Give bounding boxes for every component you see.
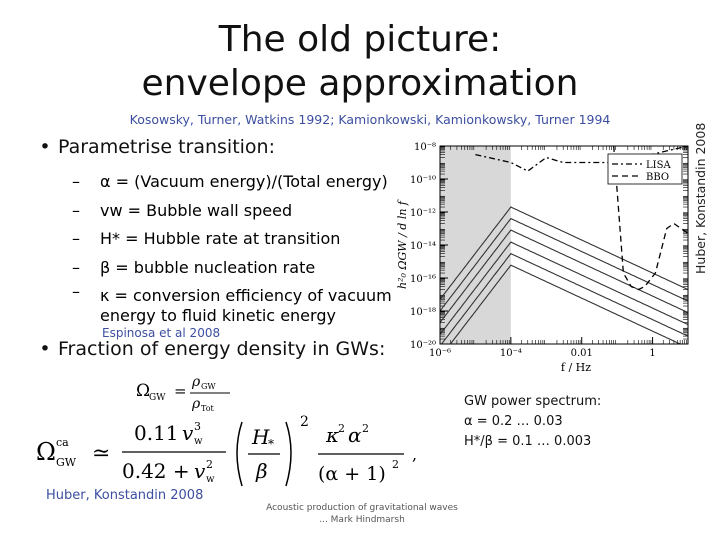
eq-num-sup: 3 [194, 420, 201, 433]
dash-symbol: – [72, 172, 80, 191]
eq-den: 0.42 + [122, 459, 190, 483]
y-axis-label: h²₀ ΩGW / d ln f [396, 199, 409, 289]
series-line-2 [440, 217, 688, 312]
y-tick-label: 10⁻¹⁴ [410, 241, 436, 252]
y-tick-label: 10⁻¹² [410, 208, 436, 219]
eq-num-sub: w [194, 436, 203, 447]
eq-lhs: Ω [36, 438, 56, 466]
list-item: – H* = Hubble rate at transition [72, 225, 392, 254]
dash-symbol: – [72, 257, 80, 277]
bullet-fraction: • Fraction of energy density in GWs: [32, 338, 385, 360]
eq-num-var: v [182, 421, 194, 445]
series-line-3 [440, 229, 688, 323]
list-item-text: β = bubble nucleation rate [100, 257, 316, 277]
eq-h-num: H [251, 425, 270, 449]
eq-den-var: v [194, 459, 206, 483]
list-item-text: α = (Vacuum energy)/(Total energy) [100, 172, 388, 191]
list-item-text: κ = conversion efficiency of vacuum ener… [100, 286, 392, 326]
references-line: Kosowsky, Turner, Watkins 1992; Kamionko… [129, 112, 611, 127]
title-line-1: The old picture: [218, 19, 502, 60]
eq-k-den: (α + 1) [318, 463, 386, 485]
right-paren [285, 421, 292, 487]
legend-label-bbo: BBO [646, 172, 669, 183]
x-tick-label: 10⁻⁴ [500, 348, 522, 359]
vertical-credit: Huber, Konstandin 2008 [693, 122, 708, 274]
series-line-4 [440, 241, 688, 335]
eq-equals: = [174, 382, 187, 400]
bullet-symbol: • [39, 136, 51, 158]
footer-line-2: ... Mark Hindmarsh [319, 515, 405, 525]
list-item: – β = bubble nucleation rate [72, 254, 392, 283]
eq-num-sub: GW [201, 382, 216, 391]
series-line-1 [440, 206, 688, 300]
bullet-text: Fraction of energy density in GWs: [58, 338, 386, 360]
gw-info-line-2: α = 0.2 … 0.03 [464, 414, 563, 429]
bullet-parametrise: • Parametrise transition: [32, 136, 275, 158]
eq-lhs-sup: ca [56, 436, 69, 449]
citation-espinosa: Espinosa et al 2008 [102, 326, 221, 340]
y-tick-label: 10⁻²⁰ [410, 340, 436, 351]
eq-lhs: Ω [136, 381, 150, 401]
footer-line-1: Acoustic production of gravitational wav… [266, 503, 458, 513]
slide-title: The old picture: envelope approximation [0, 18, 720, 106]
y-tick-label: 10⁻⁸ [414, 142, 436, 153]
y-tick-label: 10⁻¹⁶ [410, 274, 436, 285]
eq-k-den-sup: 2 [392, 458, 399, 471]
parameter-list: – α = (Vacuum energy)/(Total energy) – vw … [72, 168, 392, 326]
dash-symbol: – [72, 282, 80, 302]
x-tick-label: 0.01 [571, 348, 593, 359]
eq-den-sub: Tot [201, 404, 215, 413]
eq-h-pow: 2 [300, 414, 309, 430]
title-line-2: envelope approximation [141, 63, 579, 104]
y-tick-label: 10⁻¹⁸ [410, 307, 436, 318]
gw-info-line-1: GW power spectrum: [464, 394, 602, 409]
y-tick-label: 10⁻¹⁰ [410, 175, 436, 186]
eq-lhs-sub: GW [149, 393, 166, 403]
eq-den-sub: w [206, 474, 215, 485]
list-item-text: H* = Hubble rate at transition [100, 229, 341, 249]
series-line-5 [440, 252, 688, 344]
omega-gw-definition: Ω GW = ρ GW ρ Tot [136, 374, 230, 413]
eq-num: 0.11 [134, 421, 179, 445]
dash-symbol: – [72, 200, 80, 220]
gw-spectrum-info: GW power spectrum: α = 0.2 … 0.03 H*/β =… [464, 392, 601, 452]
list-item-text: vw = Bubble wall speed [100, 200, 293, 220]
eq-k-num2-sup: 2 [362, 422, 369, 435]
bullet-symbol: • [39, 338, 51, 360]
dash-symbol: – [72, 229, 80, 249]
x-tick-label: 10⁻⁶ [429, 348, 451, 359]
bbo-sensitivity-curve [613, 146, 688, 291]
list-item: – vw = Bubble wall speed [72, 197, 392, 226]
x-axis-label: f / Hz [561, 361, 591, 372]
excluded-region [440, 146, 511, 344]
series-line-6 [449, 264, 682, 344]
eq-k-num: κ [325, 423, 339, 447]
eq-approx: ≃ [92, 441, 110, 466]
eq-den: ρ [191, 396, 201, 412]
eq-h-num-sub: * [268, 437, 274, 451]
list-item: – α = (Vacuum energy)/(Total energy) [72, 168, 392, 197]
eq-tail: , [412, 445, 417, 464]
gw-info-line-3: H*/β = 0.1 … 0.003 [464, 434, 592, 449]
eq-h-den: β [255, 459, 268, 483]
legend-label-lisa: LISA [646, 160, 671, 171]
footer: Acoustic production of gravitational wav… [254, 502, 470, 526]
list-item: – κ = conversion efficiency of vacuum ene… [72, 282, 392, 326]
eq-den-sup: 2 [206, 458, 213, 471]
bullet-text: Parametrise transition: [58, 136, 275, 158]
eq-k-num-sup: 2 [338, 422, 345, 435]
eq-num: ρ [191, 374, 201, 390]
eq-k-num2: α [348, 423, 362, 447]
x-tick-label: 1 [649, 348, 655, 359]
legend-box [607, 153, 683, 185]
bottom-credit: Huber, Konstandin 2008 [46, 488, 204, 503]
eq-lhs-sub: GW [56, 456, 77, 469]
left-paren [236, 421, 243, 487]
omega-ca-formula: Ω ca GW ≃ 0.11 v w 3 0.42 + v w 2 H * β … [36, 414, 417, 487]
